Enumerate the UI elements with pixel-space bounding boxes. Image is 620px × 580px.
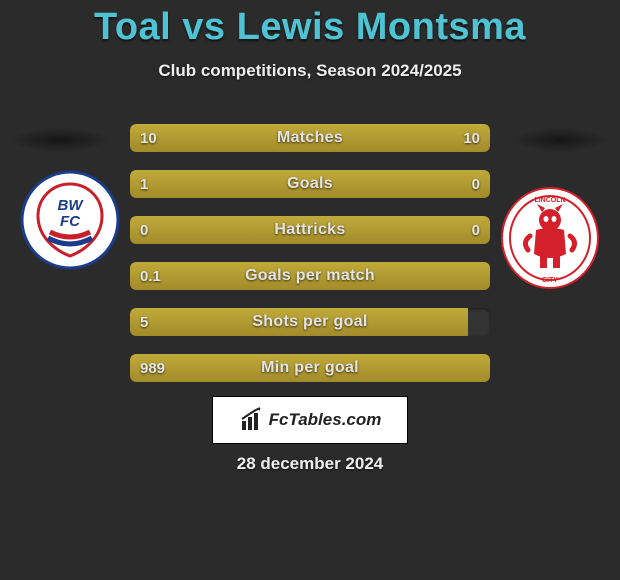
stats-bars: 1010Matches 10Goals 00Hattricks 0.1Goals pe… xyxy=(130,124,490,400)
stat-label: Goals per match xyxy=(130,262,490,290)
stat-row: 1010Matches xyxy=(130,124,490,152)
stat-row: 5Shots per goal xyxy=(130,308,490,336)
fctables-logo-icon xyxy=(239,407,265,433)
lincoln-crest-icon: LINCOLN CITY xyxy=(500,186,600,290)
crest-text-top: LINCOLN xyxy=(534,197,565,204)
date-label: 28 december 2024 xyxy=(0,454,620,474)
brand-text: FcTables.com xyxy=(269,410,382,430)
team-left-logo: BW FC xyxy=(20,170,120,270)
stat-row: 00Hattricks xyxy=(130,216,490,244)
stat-label: Hattricks xyxy=(130,216,490,244)
stat-label: Goals xyxy=(130,170,490,198)
stat-row: 989Min per goal xyxy=(130,354,490,382)
stat-label: Shots per goal xyxy=(130,308,490,336)
brand-box: FcTables.com xyxy=(212,396,408,444)
svg-text:BW: BW xyxy=(58,197,85,214)
svg-text:FC: FC xyxy=(60,213,81,230)
page-title: Toal vs Lewis Montsma xyxy=(0,0,620,49)
subtitle: Club competitions, Season 2024/2025 xyxy=(0,61,620,81)
bolton-crest-icon: BW FC xyxy=(20,170,120,270)
crest-text-bottom: CITY xyxy=(542,277,558,284)
logo-shadow-right xyxy=(510,128,610,152)
stat-label: Min per goal xyxy=(130,354,490,382)
team-right-logo: LINCOLN CITY xyxy=(500,186,600,290)
stat-row: 10Goals xyxy=(130,170,490,198)
stat-label: Matches xyxy=(130,124,490,152)
stat-row: 0.1Goals per match xyxy=(130,262,490,290)
logo-shadow-left xyxy=(10,128,110,152)
